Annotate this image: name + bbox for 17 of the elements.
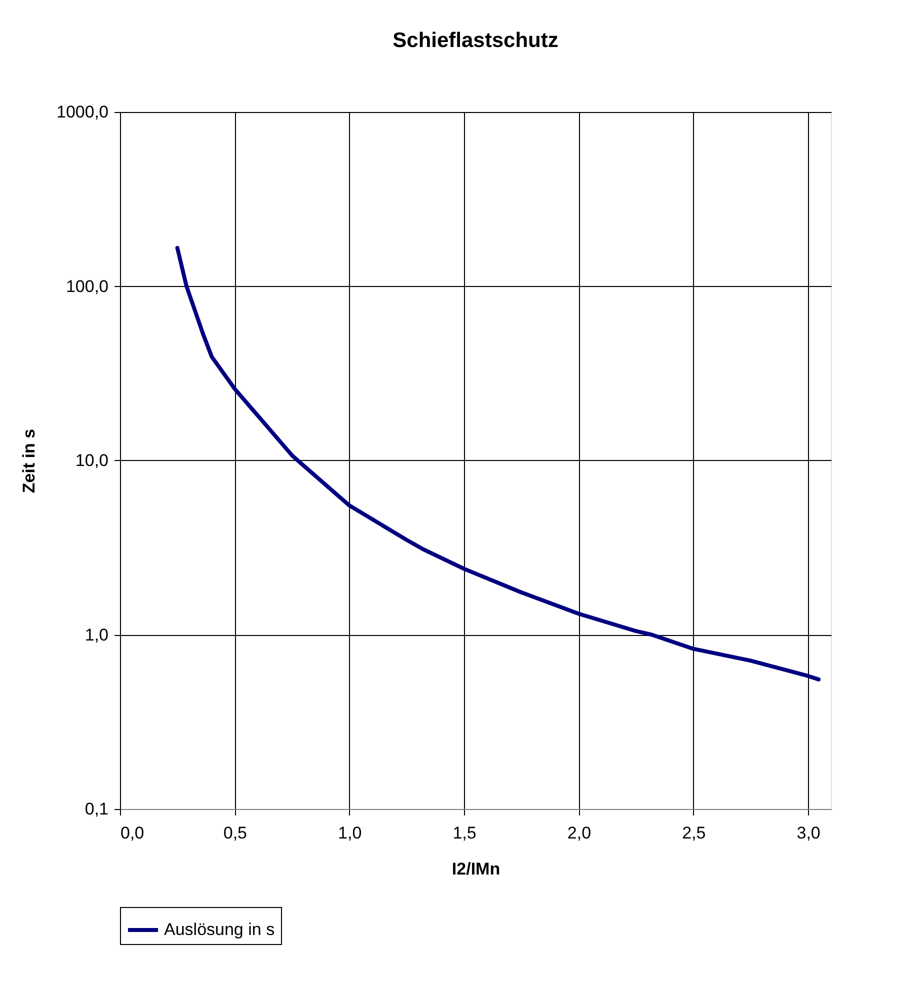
- y-tick-label: 10,0: [75, 451, 108, 470]
- y-tick-label: 0,1: [84, 800, 108, 818]
- y-axis-title: Zeit in s: [20, 428, 39, 494]
- x-tick-label: 0,0: [120, 824, 144, 842]
- legend-label: Auslösung in s: [164, 920, 275, 939]
- x-tick-label: 3,0: [796, 824, 820, 842]
- x-tick-label: 0,5: [223, 824, 247, 842]
- x-tick-label: 1,5: [452, 824, 476, 842]
- chart-title: Schieflastschutz: [392, 29, 558, 52]
- line-series: [175, 246, 821, 682]
- y-tick-label: 100,0: [66, 276, 108, 296]
- x-tick-label: 2,0: [567, 824, 592, 842]
- x-tick-label: 2,5: [682, 824, 706, 842]
- x-axis-title: I2/IMn: [452, 860, 500, 878]
- x-tick-label: 1,0: [338, 824, 362, 842]
- y-tick-label: 1000,0: [56, 102, 108, 122]
- y-tick-label: 1,0: [84, 625, 108, 644]
